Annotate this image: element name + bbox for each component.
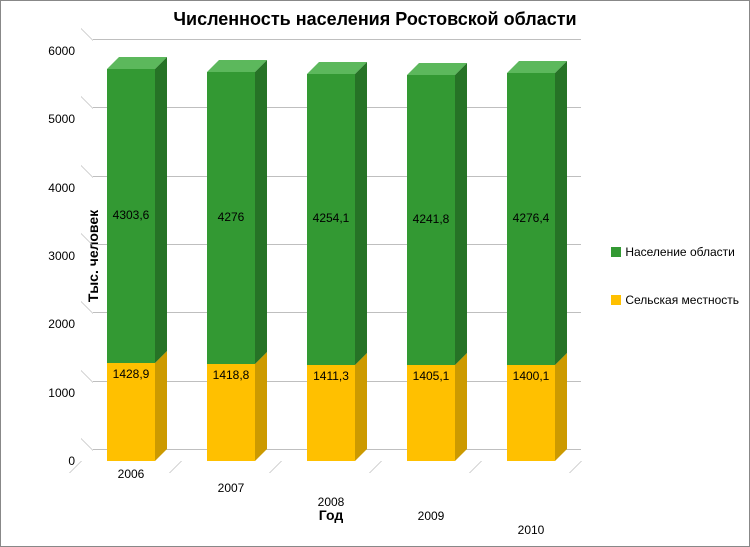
legend-item-rural: Сельская местность (611, 293, 739, 307)
bar-segment: 1418,8 (207, 364, 255, 461)
floor (69, 461, 593, 473)
value-label: 1405,1 (407, 369, 455, 383)
x-tick-label: 2010 (518, 523, 545, 537)
value-label: 1411,3 (307, 369, 355, 383)
bar-segment: 4241,8 (407, 75, 455, 365)
legend-swatch-icon (611, 247, 621, 257)
y-tick-label: 1000 (48, 386, 75, 400)
legend-swatch-icon (611, 295, 621, 305)
bar-segment: 1405,1 (407, 365, 455, 461)
legend-label: Сельская местность (625, 293, 739, 307)
plot-area: Тыс. человек Год 01000200030004000500060… (81, 51, 581, 461)
x-axis-label: Год (319, 507, 344, 523)
value-label: 4276,4 (507, 211, 555, 225)
y-tick-label: 4000 (48, 181, 75, 195)
bar-segment: 4303,6 (107, 69, 155, 363)
bar-segment: 4276 (207, 72, 255, 364)
y-tick-label: 2000 (48, 317, 75, 331)
y-tick-label: 6000 (48, 44, 75, 58)
bar-segment: 4254,1 (307, 74, 355, 365)
bar-segment: 1428,9 (107, 363, 155, 461)
chart-title: Численность населения Ростовской области (1, 9, 749, 30)
y-tick-label: 3000 (48, 249, 75, 263)
bar-segment: 1400,1 (507, 365, 555, 461)
bar-segment: 4276,4 (507, 73, 555, 365)
chart-frame: Численность населения Ростовской области… (0, 0, 750, 547)
y-tick-label: 5000 (48, 112, 75, 126)
x-tick-label: 2008 (318, 495, 345, 509)
legend-item-region: Население области (611, 245, 739, 259)
x-tick-label: 2006 (118, 467, 145, 481)
value-label: 1418,8 (207, 368, 255, 382)
bar-segment: 1411,3 (307, 365, 355, 461)
value-label: 1400,1 (507, 369, 555, 383)
gridline (93, 39, 581, 40)
y-axis-label: Тыс. человек (85, 210, 101, 302)
value-label: 4241,8 (407, 212, 455, 226)
value-label: 4303,6 (107, 208, 155, 222)
value-label: 4254,1 (307, 211, 355, 225)
y-tick-label: 0 (68, 454, 75, 468)
x-tick-label: 2007 (218, 481, 245, 495)
value-label: 4276 (207, 210, 255, 224)
x-tick-label: 2009 (418, 509, 445, 523)
value-label: 1428,9 (107, 367, 155, 381)
legend-label: Население области (625, 245, 735, 259)
legend: Население области Сельская местность (611, 211, 739, 341)
